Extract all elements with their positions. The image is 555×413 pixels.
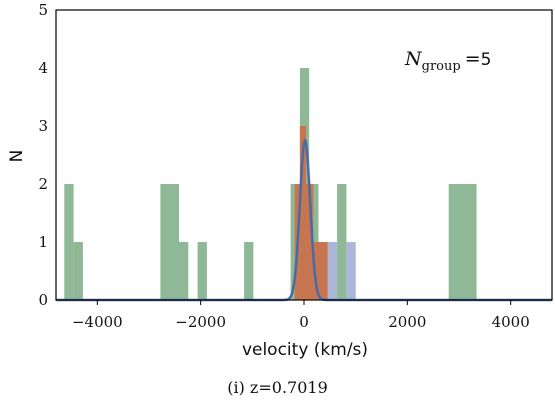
histogram-bar-s0-9 — [337, 184, 347, 300]
histogram-bar-s0-10 — [448, 184, 477, 300]
y-tick-label: 0 — [38, 291, 48, 309]
y-tick-label: 5 — [38, 1, 48, 19]
histogram-bar-s1-1 — [346, 242, 356, 300]
histogram-bar-s2-1 — [299, 126, 307, 300]
y-tick-label: 2 — [38, 175, 48, 193]
annotation-symbol: N — [404, 48, 423, 70]
histogram-bar-s2-2 — [306, 184, 314, 300]
y-axis-label: N — [7, 150, 27, 163]
x-tick-label: −4000 — [72, 313, 123, 331]
annotation-subscript: group — [422, 59, 461, 74]
histogram-bar-s0-2 — [160, 184, 179, 300]
y-tick-label: 4 — [38, 59, 48, 77]
group-count-annotation: Ngroup =5 — [404, 48, 491, 74]
annotation-equals: = — [465, 48, 481, 70]
histogram-bar-s0-5 — [244, 242, 254, 300]
y-tick-label: 3 — [38, 117, 48, 135]
x-tick-label: 0 — [299, 313, 309, 331]
x-axis-label: velocity (km/s) — [242, 340, 368, 360]
annotation-value: 5 — [481, 50, 492, 70]
y-tick-label: 1 — [38, 233, 48, 251]
plot-area — [56, 68, 552, 302]
histogram-bar-s1-0 — [327, 242, 338, 300]
histogram-bar-s0-4 — [197, 242, 207, 300]
histogram-bar-s0-0 — [64, 184, 74, 300]
x-tick-label: 2000 — [388, 313, 426, 331]
histogram-bar-s0-1 — [73, 242, 83, 300]
figure-caption: (i) z=0.7019 — [227, 378, 328, 397]
x-tick-label: 4000 — [492, 313, 530, 331]
histogram-bar-s0-3 — [179, 242, 189, 300]
ticks: −4000 −2000 0 2000 4000 0 1 2 3 4 5 — [38, 1, 529, 331]
x-tick-label: −2000 — [175, 313, 226, 331]
